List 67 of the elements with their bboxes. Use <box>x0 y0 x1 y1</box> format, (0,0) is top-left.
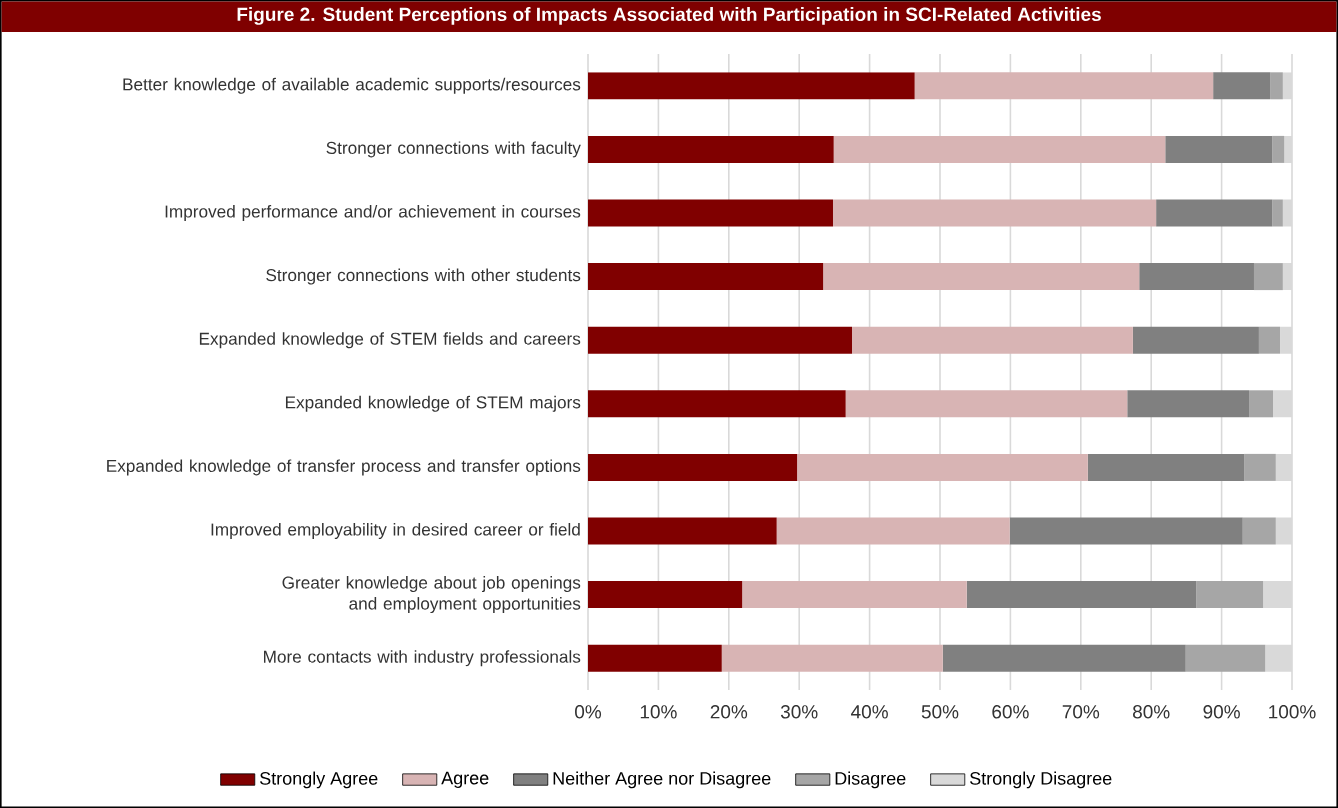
bar <box>1249 390 1273 418</box>
bar <box>1009 517 1243 545</box>
bar <box>588 135 834 163</box>
bar <box>823 263 1140 291</box>
x-tick-label: 40% <box>851 705 888 719</box>
bar <box>1196 581 1264 609</box>
bar <box>1165 135 1273 163</box>
y-tick-label: Stronger connections with faculty <box>326 141 581 158</box>
legend-label: Strongly Agree <box>260 771 378 789</box>
bar <box>1156 199 1273 227</box>
bar <box>1242 517 1276 545</box>
x-tick-label: 100% <box>1269 705 1316 719</box>
bar <box>1213 72 1271 100</box>
bar <box>588 72 915 100</box>
bar <box>845 390 1128 418</box>
y-tick-label: More contacts with industry professionals <box>264 650 581 667</box>
bar <box>588 326 852 354</box>
bar <box>833 135 1166 163</box>
x-tick-label: 10% <box>640 705 677 719</box>
bar <box>942 644 1186 672</box>
bar <box>1272 135 1285 163</box>
bar <box>1272 199 1283 227</box>
bar <box>1087 453 1245 481</box>
bar <box>588 390 846 418</box>
y-tick-label: Greater knowledge about job openings and employment opportunities <box>282 576 581 614</box>
bar <box>966 581 1197 609</box>
y-tick-label: Improved performance and/or achievement in courses <box>165 205 581 222</box>
y-tick-label: Expanded knowledge of STEM fields and careers <box>199 332 581 349</box>
bar <box>588 517 777 545</box>
bar <box>1258 326 1281 354</box>
bar <box>588 453 798 481</box>
x-tick-label: 20% <box>710 705 748 719</box>
chart-title: Figure 2. Student Perceptions of Impacts Associated with Participation in SCI-Related Activities <box>237 7 1101 25</box>
bar <box>776 517 1010 545</box>
bar <box>1132 326 1259 354</box>
bar <box>588 263 824 291</box>
bar <box>1244 453 1276 481</box>
bar <box>1139 263 1254 291</box>
bar <box>588 644 722 672</box>
legend-label: Disagree <box>835 771 906 789</box>
legend-label: Strongly Disagree <box>970 771 1112 789</box>
bar <box>1270 72 1283 100</box>
x-tick-label: 80% <box>1133 705 1170 719</box>
x-tick-label: 90% <box>1203 705 1240 719</box>
bar <box>1127 390 1250 418</box>
x-tick-label: 70% <box>1062 705 1100 719</box>
y-tick-label: Stronger connections with other students <box>266 268 581 285</box>
y-tick-label: Expanded knowledge of STEM majors <box>285 395 581 412</box>
legend-label: Agree <box>441 771 489 788</box>
y-tick-label: Expanded knowledge of transfer process and transfer options <box>107 459 581 476</box>
bar <box>1253 263 1283 291</box>
x-tick-label: 0% <box>575 705 602 719</box>
y-tick-label: Improved employability in desired career or field <box>211 522 580 540</box>
bar <box>832 199 1157 227</box>
x-tick-label: 50% <box>921 705 959 719</box>
legend-label: Neither Agree nor Disagree <box>553 771 771 789</box>
bar <box>1185 644 1266 672</box>
bar <box>914 72 1214 100</box>
x-tick-label: 60% <box>992 705 1029 719</box>
bar <box>588 199 833 227</box>
bar <box>852 326 1133 354</box>
y-tick-label: Better knowledge of available academic supports/resources <box>123 77 581 94</box>
bar <box>721 644 943 672</box>
bar <box>742 581 967 609</box>
bar <box>797 453 1088 481</box>
bar <box>588 581 743 609</box>
x-tick-label: 30% <box>780 705 818 719</box>
